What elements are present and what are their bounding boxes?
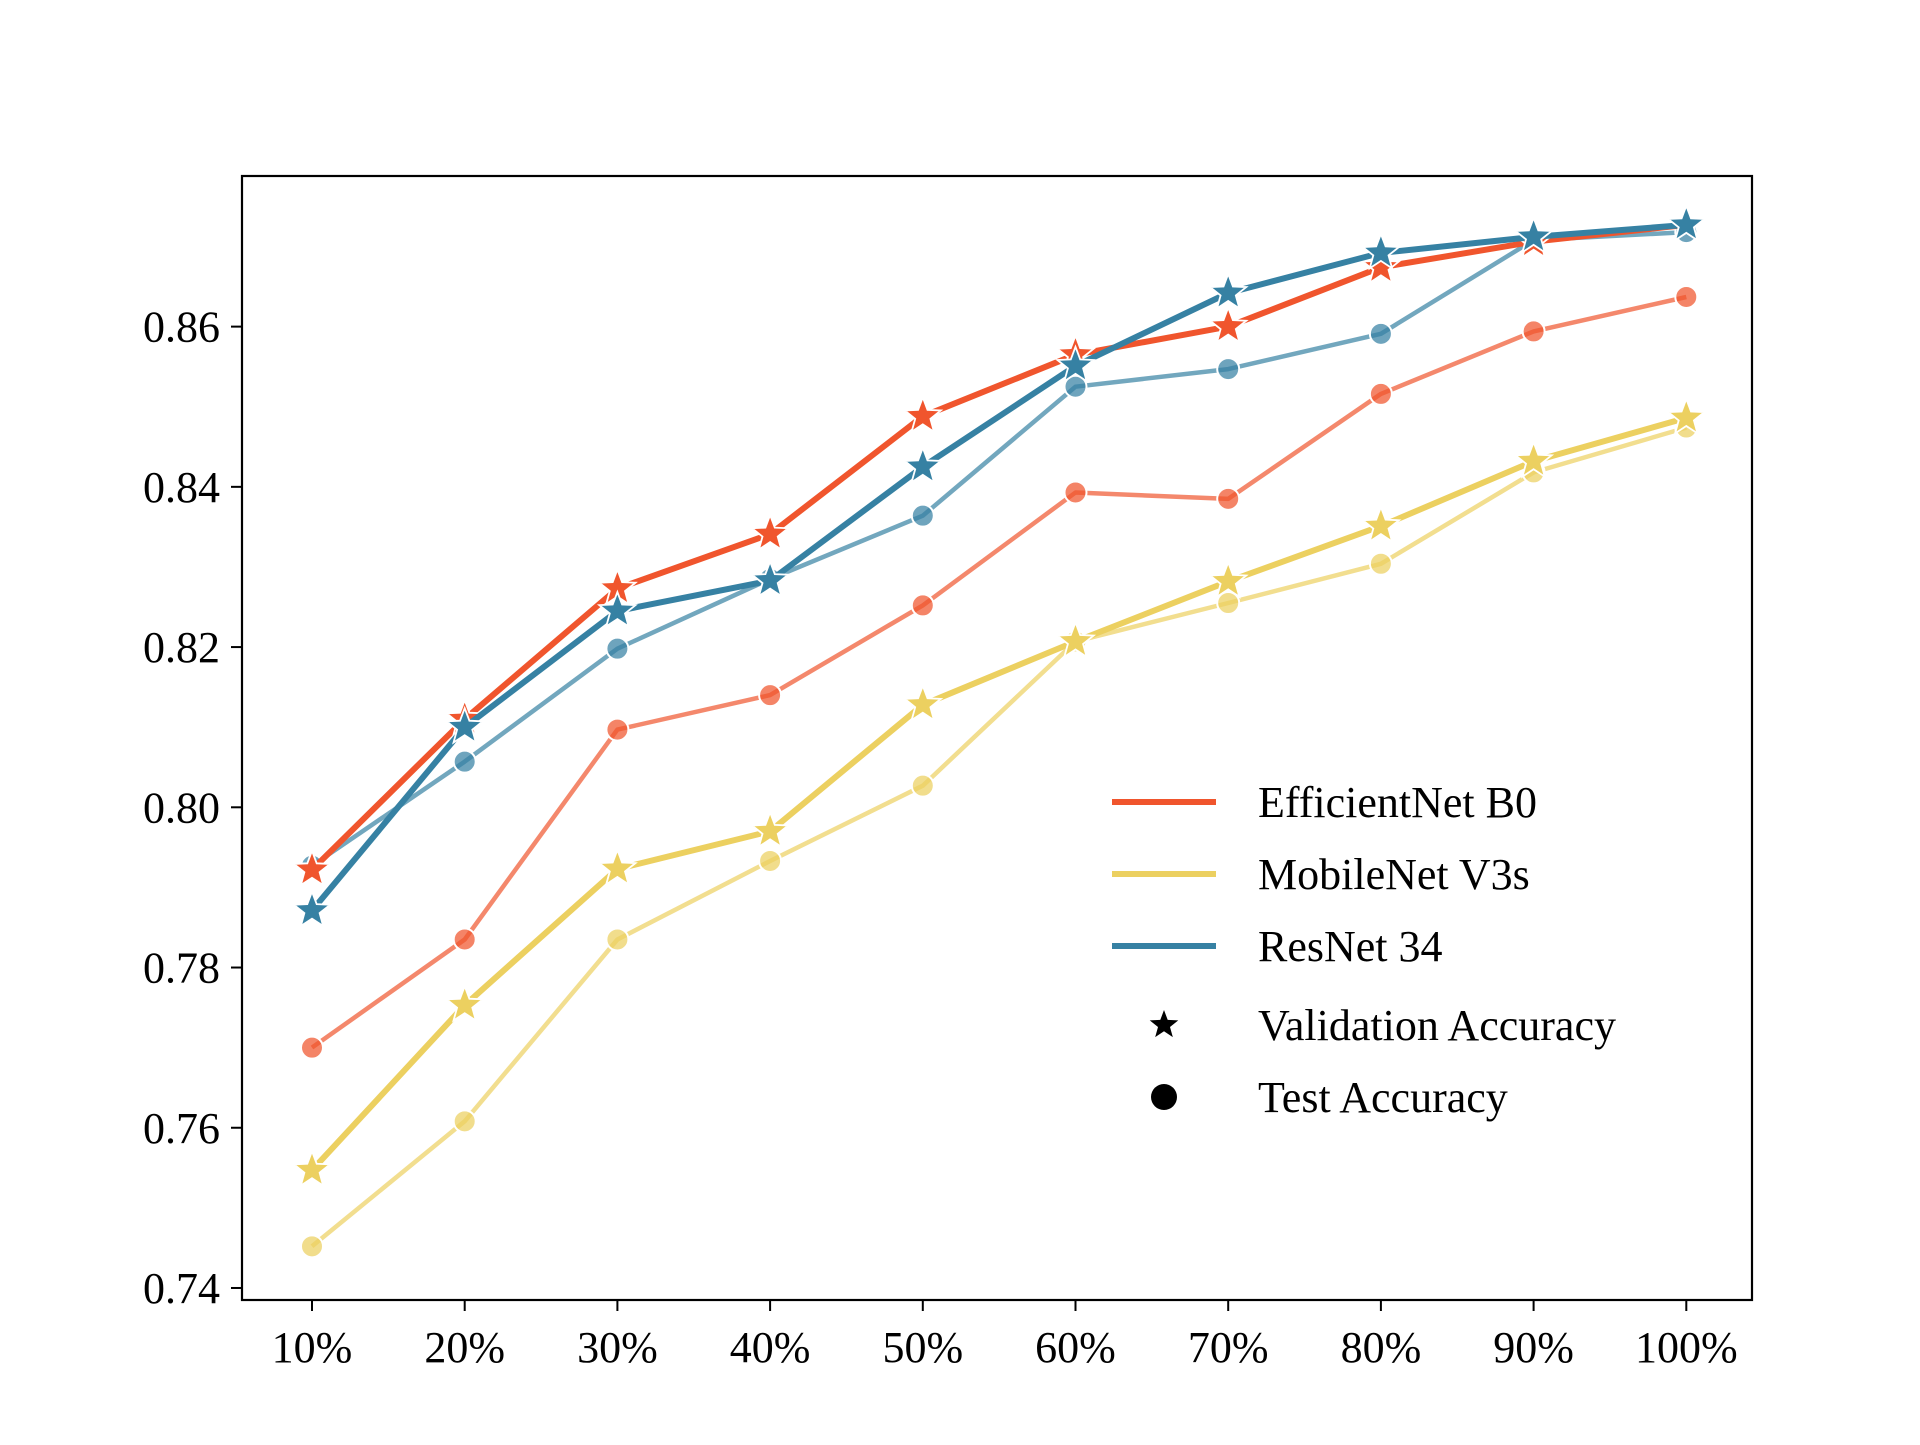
validation-point [1207, 559, 1249, 599]
test-point [1368, 381, 1393, 406]
x-tick-label: 30% [577, 1323, 658, 1372]
validation-point [902, 394, 944, 434]
test-point [910, 503, 935, 528]
test-point [758, 848, 783, 873]
test-point [605, 717, 630, 742]
legend-label-test-accuracy: Test Accuracy [1258, 1073, 1508, 1122]
x-tick-label: 50% [882, 1323, 963, 1372]
validation-line [309, 221, 1687, 872]
series-resnet-34-validation [291, 203, 1707, 929]
validation-point [749, 809, 791, 849]
validation-point [596, 589, 638, 629]
validation-point [444, 705, 486, 745]
validation-point [902, 445, 944, 485]
validation-point [1665, 203, 1707, 243]
y-tick-label: 0.78 [143, 944, 220, 993]
validation-point [291, 1148, 333, 1188]
x-tick-label: 90% [1493, 1323, 1574, 1372]
test-point [1216, 486, 1241, 511]
validation-point [1054, 619, 1097, 659]
test-point [1368, 321, 1393, 346]
x-tick-label: 60% [1035, 1323, 1116, 1372]
test-point [1368, 551, 1393, 576]
legend-label-resnet-34: ResNet 34 [1258, 922, 1443, 971]
validation-point [1207, 271, 1249, 311]
y-tick-label: 0.86 [143, 303, 220, 352]
test-point [452, 1109, 477, 1134]
x-tick-label: 80% [1341, 1323, 1422, 1372]
validation-point [596, 847, 638, 887]
y-axis: 0.74 0.76 0.78 0.80 0.82 0.84 0.86 [143, 303, 242, 1313]
validation-point [291, 889, 333, 929]
test-point [1674, 284, 1699, 309]
test-point [605, 927, 630, 952]
y-tick-label: 0.74 [143, 1264, 220, 1313]
legend: EfficientNet B0 MobileNet V3s ResNet 34 Val… [1112, 778, 1616, 1122]
validation-point [1665, 396, 1707, 436]
legend-label-efficientnet-b0: EfficientNet B0 [1258, 778, 1537, 827]
y-tick-label: 0.84 [143, 463, 220, 512]
validation-line [309, 415, 1688, 1173]
test-line [310, 294, 1687, 1050]
test-point [1063, 374, 1088, 399]
circle-icon [1151, 1084, 1177, 1110]
test-point [910, 593, 935, 618]
test-point [758, 683, 783, 708]
test-point [300, 1035, 324, 1060]
y-tick-label: 0.80 [143, 783, 220, 832]
y-tick-label: 0.76 [143, 1104, 220, 1153]
star-icon [1149, 1010, 1179, 1038]
validation-point [444, 983, 486, 1023]
test-point [910, 773, 935, 798]
test-point [1216, 591, 1241, 616]
validation-point [1513, 215, 1555, 255]
validation-point [749, 559, 791, 599]
x-tick-label: 20% [424, 1323, 505, 1372]
x-tick-label: 10% [272, 1323, 353, 1372]
validation-point [1360, 504, 1402, 544]
validation-point [902, 683, 944, 723]
x-tick-label: 70% [1188, 1323, 1269, 1372]
test-point [300, 1234, 324, 1259]
test-point [605, 636, 630, 661]
x-tick-label: 40% [730, 1323, 811, 1372]
x-tick-label: 100% [1635, 1323, 1738, 1372]
test-line [310, 229, 1687, 868]
plot-area [240, 174, 1754, 1302]
validation-point [291, 848, 333, 888]
series-efficientnet-b0-test [300, 284, 1699, 1060]
x-axis: 10% 20% 30% 40% 50% 60% 70% 80% 90% 100% [272, 1300, 1738, 1372]
validation-point [1360, 231, 1402, 271]
test-point [452, 749, 477, 774]
series-mobilenet-v3s-validation [291, 396, 1707, 1188]
validation-point [1207, 305, 1249, 345]
validation-point [749, 512, 791, 552]
series-mobilenet-v3s-test [300, 415, 1699, 1259]
validation-point [1513, 439, 1555, 479]
test-point [1521, 319, 1546, 344]
test-line [310, 425, 1687, 1249]
series-layer [291, 203, 1707, 1259]
test-point [1216, 357, 1241, 382]
validation-point [1054, 344, 1097, 384]
validation-line [309, 221, 1687, 913]
legend-label-validation-accuracy: Validation Accuracy [1258, 1001, 1616, 1050]
y-tick-label: 0.82 [143, 623, 220, 672]
legend-label-mobilenet-v3s: MobileNet V3s [1258, 850, 1530, 899]
test-point [1063, 480, 1088, 505]
test-point [452, 927, 477, 952]
validation-point [1360, 245, 1402, 285]
